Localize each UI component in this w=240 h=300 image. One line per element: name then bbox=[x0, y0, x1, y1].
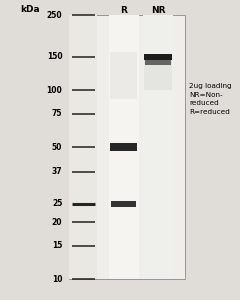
Text: 50: 50 bbox=[52, 142, 62, 152]
Text: 20: 20 bbox=[52, 218, 62, 227]
Bar bbox=[144, 54, 172, 60]
Bar bbox=[144, 57, 172, 90]
Text: 100: 100 bbox=[47, 86, 62, 95]
Bar bbox=[110, 143, 137, 151]
Text: 75: 75 bbox=[52, 109, 62, 118]
Text: 2ug loading
NR=Non-
reduced
R=reduced: 2ug loading NR=Non- reduced R=reduced bbox=[189, 83, 232, 115]
Bar bbox=[69, 15, 97, 279]
Bar bbox=[110, 52, 137, 99]
Text: 250: 250 bbox=[47, 11, 62, 20]
Text: NR: NR bbox=[151, 6, 165, 15]
Text: kDa: kDa bbox=[20, 4, 40, 14]
Text: 15: 15 bbox=[52, 241, 62, 250]
Text: 25: 25 bbox=[52, 199, 62, 208]
Bar bbox=[108, 15, 138, 279]
Bar bbox=[143, 15, 173, 279]
Text: R: R bbox=[120, 6, 127, 15]
Bar bbox=[111, 201, 136, 207]
Text: 37: 37 bbox=[52, 167, 62, 176]
Text: 10: 10 bbox=[52, 274, 62, 284]
Text: 150: 150 bbox=[47, 52, 62, 62]
Bar bbox=[69, 15, 185, 279]
Bar bbox=[145, 60, 171, 65]
